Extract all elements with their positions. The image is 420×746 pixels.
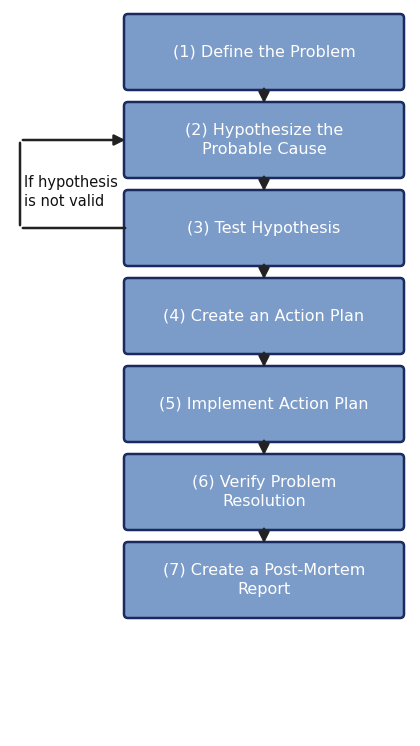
FancyBboxPatch shape <box>124 454 404 530</box>
Text: (2) Hypothesize the
Probable Cause: (2) Hypothesize the Probable Cause <box>185 123 343 157</box>
FancyBboxPatch shape <box>124 14 404 90</box>
Text: If hypothesis
is not valid: If hypothesis is not valid <box>24 175 118 209</box>
Text: (4) Create an Action Plan: (4) Create an Action Plan <box>163 309 365 324</box>
FancyBboxPatch shape <box>124 102 404 178</box>
Text: (3) Test Hypothesis: (3) Test Hypothesis <box>187 221 341 236</box>
Text: (1) Define the Problem: (1) Define the Problem <box>173 45 355 60</box>
FancyBboxPatch shape <box>124 190 404 266</box>
Text: (7) Create a Post-Mortem
Report: (7) Create a Post-Mortem Report <box>163 563 365 597</box>
FancyBboxPatch shape <box>124 278 404 354</box>
Text: (5) Implement Action Plan: (5) Implement Action Plan <box>159 397 369 412</box>
FancyBboxPatch shape <box>124 366 404 442</box>
Text: (6) Verify Problem
Resolution: (6) Verify Problem Resolution <box>192 475 336 509</box>
FancyBboxPatch shape <box>124 542 404 618</box>
